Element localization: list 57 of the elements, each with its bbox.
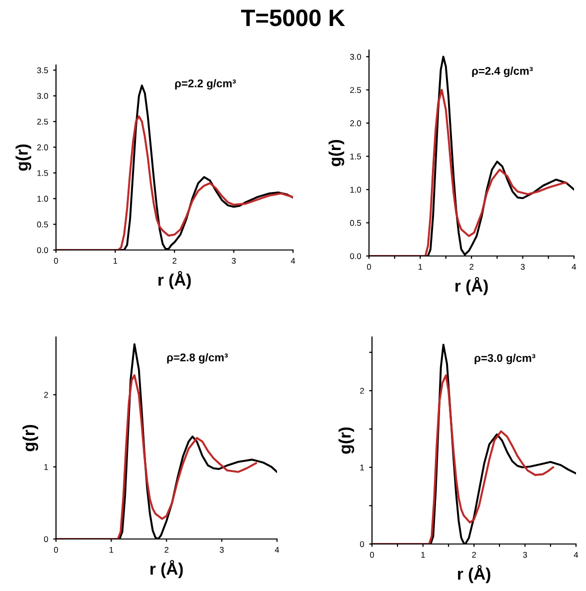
x-tick-label: 4	[572, 264, 576, 270]
y-tick-label: 2	[44, 392, 48, 398]
x-tick-label: 4	[574, 552, 578, 558]
y-tick-label: 0	[360, 541, 364, 548]
x-axis-title: r (Å)	[455, 276, 488, 296]
line-series	[369, 88, 568, 256]
x-tick-label: 0	[367, 264, 371, 270]
y-tick-label: 2	[360, 388, 364, 394]
y-tick-label: 0.5	[350, 220, 362, 226]
x-axis-title: r (Å)	[150, 560, 183, 578]
x-axis-title: r (Å)	[158, 270, 191, 290]
x-tick-label: 3	[523, 552, 527, 558]
x-tick-label: 3	[520, 264, 525, 270]
y-tick-label: 2.5	[350, 87, 362, 93]
y-tick-label: 2.0	[37, 144, 48, 150]
x-tick-label: 0	[370, 552, 374, 558]
y-tick-label: 3.0	[350, 54, 362, 60]
annotation: ρ=2.4 g/cm³	[472, 66, 533, 78]
y-tick-label: 1.0	[350, 186, 362, 193]
x-tick-label: 3	[220, 546, 224, 553]
x-tick-label: 1	[418, 264, 422, 270]
y-tick-label: 1.5	[37, 170, 48, 176]
y-tick-label: 0.5	[37, 222, 48, 228]
x-tick-label: 1	[114, 258, 118, 264]
y-axis-title: g(r)	[328, 140, 344, 166]
y-tick-label: 1	[360, 464, 364, 470]
annotation: ρ=2.2 g/cm³	[175, 79, 236, 90]
y-tick-label: 0	[44, 536, 48, 542]
x-axis-title: r (Å)	[458, 564, 490, 584]
x-tick-label: 1	[110, 546, 114, 553]
x-tick-label: 3	[232, 258, 236, 264]
x-tick-label: 2	[470, 264, 474, 270]
x-tick-label: 0	[54, 258, 58, 264]
line-series	[372, 374, 554, 544]
y-axis-title: g(r)	[16, 144, 32, 171]
x-tick-label: 4	[290, 258, 296, 264]
y-tick-label: 1.5	[350, 154, 362, 160]
y-tick-label: 1	[44, 464, 48, 470]
y-tick-label: 2.5	[37, 118, 48, 125]
y-tick-label: 2.0	[350, 120, 362, 126]
annotation: ρ=3.0 g/cm³	[474, 354, 536, 364]
line-series	[56, 374, 257, 539]
x-tick-label: 1	[421, 552, 425, 558]
x-tick-label: 4	[274, 546, 280, 553]
y-tick-label: 3.0	[37, 93, 48, 99]
annotation: ρ=2.8 g/cm³	[167, 353, 228, 364]
y-tick-label: 1.0	[37, 196, 48, 202]
y-tick-label: 3.5	[37, 67, 48, 74]
x-tick-label: 2	[164, 546, 168, 553]
y-axis-title: g(r)	[22, 424, 38, 452]
y-axis-title: g(r)	[338, 427, 354, 454]
chart-title: T=5000 K	[241, 9, 345, 26]
x-tick-label: 2	[472, 552, 476, 558]
y-tick-label: 0.0	[37, 247, 48, 254]
x-tick-label: 0	[54, 546, 58, 553]
y-tick-label: 0.0	[350, 253, 362, 260]
x-tick-label: 2	[172, 258, 176, 264]
